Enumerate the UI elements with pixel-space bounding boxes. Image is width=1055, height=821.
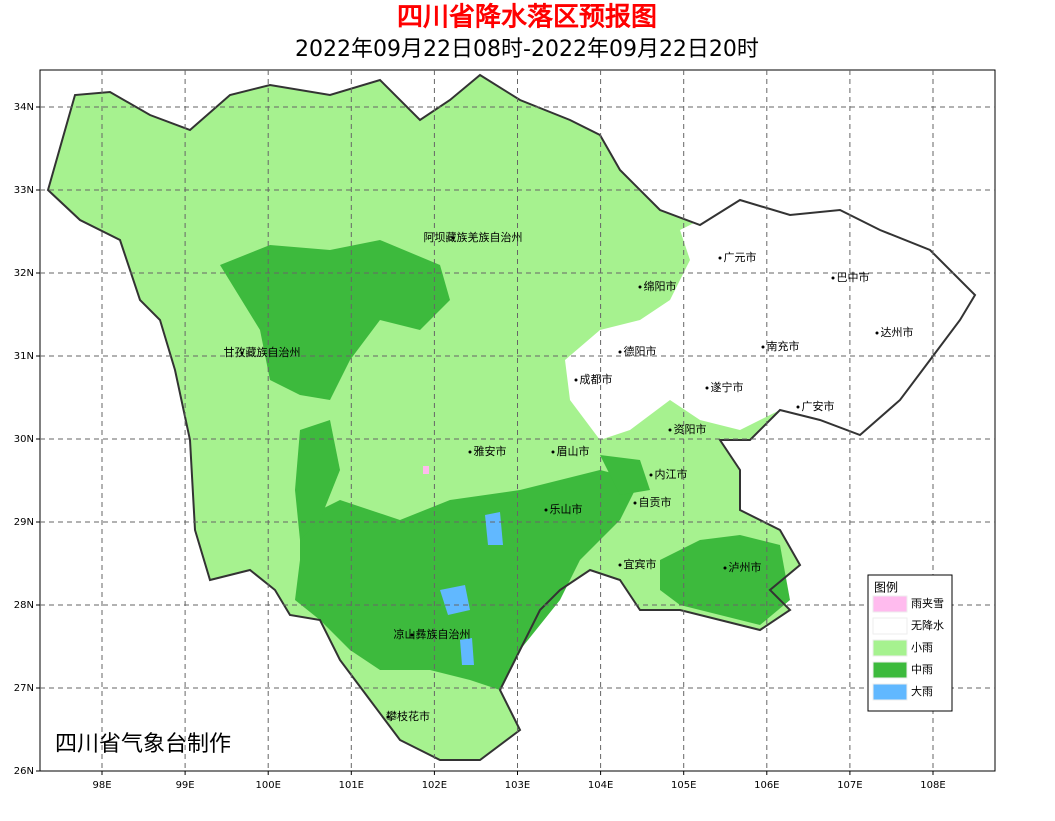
moderate-rain-area bbox=[295, 470, 640, 690]
place-label: 乐山市 bbox=[550, 502, 583, 516]
place-label: 德阳市 bbox=[624, 344, 657, 358]
place-label: 绵阳市 bbox=[644, 279, 677, 293]
legend-label: 无降水 bbox=[911, 618, 944, 632]
latitude-label: 33N bbox=[14, 185, 34, 196]
longitude-label: 104E bbox=[588, 780, 613, 791]
longitude-label: 102E bbox=[422, 780, 447, 791]
legend-title: 图例 bbox=[874, 581, 898, 595]
place-dot bbox=[705, 386, 709, 390]
latitude-label: 34N bbox=[14, 102, 34, 113]
legend-swatch bbox=[872, 639, 908, 657]
place-dot bbox=[718, 256, 722, 260]
place-label: 广安市 bbox=[802, 399, 835, 413]
place-dot bbox=[638, 285, 642, 289]
longitude-label: 105E bbox=[671, 780, 696, 791]
longitude-label: 107E bbox=[837, 780, 862, 791]
place-dot bbox=[723, 566, 727, 570]
longitude-label: 103E bbox=[505, 780, 530, 791]
place-dot bbox=[618, 350, 622, 354]
latitude-label: 28N bbox=[14, 600, 34, 611]
sleet-area bbox=[423, 466, 429, 474]
latitude-label: 26N bbox=[14, 766, 34, 777]
place-dot bbox=[649, 473, 653, 477]
place-dot bbox=[831, 276, 835, 280]
moderate-rain-area bbox=[660, 535, 790, 625]
place-label: 甘孜藏族自治州 bbox=[224, 345, 301, 359]
place-dot bbox=[240, 351, 244, 355]
longitude-label: 101E bbox=[339, 780, 364, 791]
place-dot bbox=[574, 378, 578, 382]
latitude-label: 27N bbox=[14, 683, 34, 694]
credit: 四川省气象台制作 bbox=[55, 732, 231, 757]
moderate-rain-area bbox=[600, 455, 650, 495]
place-label: 阿坝藏族羌族自治州 bbox=[424, 230, 523, 244]
legend-label: 大雨 bbox=[911, 684, 933, 698]
place-label: 巴中市 bbox=[837, 270, 870, 284]
heavy-rain-area bbox=[460, 638, 474, 665]
place-dot bbox=[551, 450, 555, 454]
legend-swatch bbox=[872, 661, 908, 679]
place-label: 成都市 bbox=[580, 372, 613, 386]
place-label: 内江市 bbox=[655, 467, 688, 481]
place-dot bbox=[544, 508, 548, 512]
legend-swatch bbox=[872, 617, 908, 635]
map-subtitle: 2022年09月22日08时-2022年09月22日20时 bbox=[295, 37, 759, 62]
place-label: 自贡市 bbox=[639, 495, 672, 509]
place-label: 凉山彝族自治州 bbox=[394, 627, 471, 641]
place-label: 宜宾市 bbox=[624, 557, 657, 571]
place-dot bbox=[410, 633, 414, 637]
place-dot bbox=[668, 428, 672, 432]
place-label: 泸州市 bbox=[729, 560, 762, 574]
longitude-label: 98E bbox=[92, 780, 111, 791]
no-rain-area bbox=[565, 200, 975, 440]
place-dot bbox=[386, 715, 390, 719]
latitude-label: 30N bbox=[14, 434, 34, 445]
place-label: 遂宁市 bbox=[711, 380, 744, 394]
place-label: 达州市 bbox=[881, 325, 914, 339]
place-label: 眉山市 bbox=[557, 444, 590, 458]
longitude-label: 106E bbox=[754, 780, 779, 791]
place-dot bbox=[796, 405, 800, 409]
place-label: 广元市 bbox=[724, 250, 757, 264]
longitude-label: 100E bbox=[255, 780, 280, 791]
place-dot bbox=[468, 450, 472, 454]
legend-label: 小雨 bbox=[911, 641, 933, 654]
place-label: 资阳市 bbox=[674, 422, 707, 436]
heavy-rain-area bbox=[485, 512, 503, 545]
longitude-label: 99E bbox=[176, 780, 195, 791]
place-label: 南充市 bbox=[767, 339, 800, 353]
legend-label: 中雨 bbox=[911, 663, 933, 676]
place-dot bbox=[618, 563, 622, 567]
place-dot bbox=[451, 236, 455, 240]
latitude-label: 31N bbox=[14, 351, 34, 362]
province-border bbox=[46, 73, 977, 761]
place-dot bbox=[761, 345, 765, 349]
latitude-label: 29N bbox=[14, 517, 34, 528]
longitude-label: 108E bbox=[920, 780, 945, 791]
grid-layer: 34N 33N 32N 31N 30N 29N 28N 27N 26N 98E 99E 100E 101… bbox=[14, 70, 995, 791]
latitude-label: 32N bbox=[14, 268, 34, 279]
legend-swatch bbox=[872, 683, 908, 701]
moderate-rain-area bbox=[295, 420, 340, 540]
legend-label: 雨夹雪 bbox=[911, 597, 944, 610]
map-title: 四川省降水落区预报图 bbox=[397, 2, 657, 33]
place-label: 雅安市 bbox=[474, 444, 507, 458]
place-label: 攀枝花市 bbox=[386, 709, 430, 723]
heavy-rain-area bbox=[440, 585, 470, 615]
legend-swatch bbox=[872, 595, 908, 613]
place-dot bbox=[875, 331, 879, 335]
place-dot bbox=[633, 501, 637, 505]
land-layer bbox=[46, 73, 977, 761]
moderate-rain-area bbox=[220, 240, 450, 400]
